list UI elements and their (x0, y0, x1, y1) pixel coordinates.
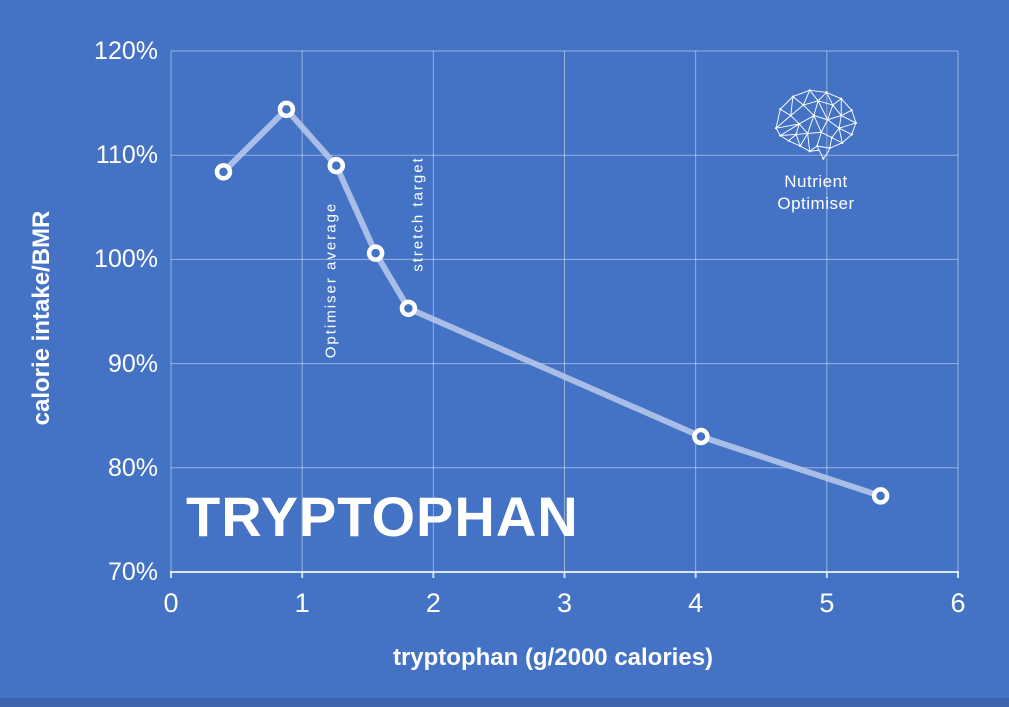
y-tick-label: 120% (94, 37, 158, 65)
y-tick-label: 110% (95, 141, 158, 170)
x-tick-label: 4 (688, 588, 704, 618)
x-tick-label: 0 (163, 588, 179, 618)
x-axis-title: tryptophan (g/2000 calories) (392, 644, 714, 671)
data-point (214, 163, 233, 181)
data-point (399, 299, 418, 318)
data-point (692, 427, 710, 446)
data-point (366, 244, 385, 262)
y-tick-label: 100% (94, 245, 158, 274)
x-tick-label: 5 (819, 588, 835, 618)
x-tick-label: 3 (556, 588, 573, 618)
y-tick-label: 80% (107, 453, 158, 482)
brain-network-icon (774, 89, 858, 160)
y-tick-label: 70% (107, 558, 158, 586)
data-point (277, 100, 296, 119)
y-tick-label: 90% (107, 349, 158, 378)
annotation-optimiser-average: Optimiser average (322, 201, 340, 359)
chart-title: TRYPTOPHAN (186, 485, 579, 548)
logo-text-line2: Optimiser (777, 194, 855, 213)
y-axis-title: calorie intake/BMR (28, 210, 55, 426)
data-point (871, 487, 890, 505)
logo-text-line1: Nutrient (784, 172, 848, 191)
annotation-stretch-target: stretch target (409, 155, 427, 272)
x-tick-label: 6 (950, 588, 966, 618)
x-tick-label: 2 (425, 588, 441, 618)
bottom-border-strip (0, 698, 1009, 707)
x-tick-label: 1 (294, 588, 310, 618)
data-point (327, 156, 346, 175)
logo: Nutrient Optimiser (756, 84, 876, 215)
